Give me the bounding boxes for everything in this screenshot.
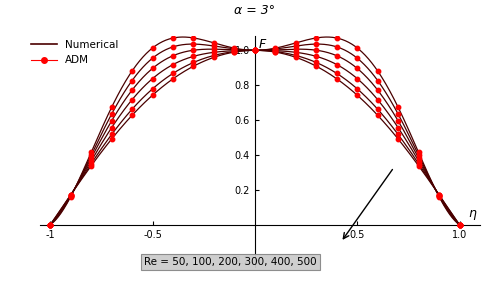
Text: α = 3°: α = 3°: [234, 4, 276, 17]
Legend: Numerical, ADM: Numerical, ADM: [28, 37, 122, 68]
Text: η: η: [468, 207, 476, 220]
Text: F: F: [259, 38, 266, 51]
Text: Re = 50, 100, 200, 300, 400, 500: Re = 50, 100, 200, 300, 400, 500: [144, 257, 316, 267]
